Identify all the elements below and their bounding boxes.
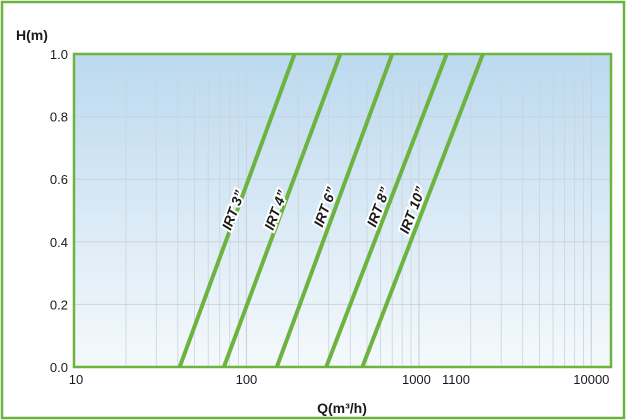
x-tick-label: 10000: [573, 372, 609, 387]
x-tick-label: 1000: [402, 372, 431, 387]
y-tick-label: 0.0: [50, 360, 68, 375]
x-tick-label: 10: [69, 372, 83, 387]
y-tick-label: 0.6: [50, 172, 68, 187]
x-axis-label: Q(m³/h): [317, 400, 367, 416]
y-axis-label: H(m): [16, 27, 48, 43]
y-tick-label: 0.8: [50, 110, 68, 125]
y-tick-label: 1.0: [50, 47, 68, 62]
y-tick-label: 0.2: [50, 297, 68, 312]
y-tick-label: 0.4: [50, 235, 68, 250]
x-tick-label: 1100: [442, 372, 470, 387]
x-tick-label: 100: [236, 372, 258, 387]
